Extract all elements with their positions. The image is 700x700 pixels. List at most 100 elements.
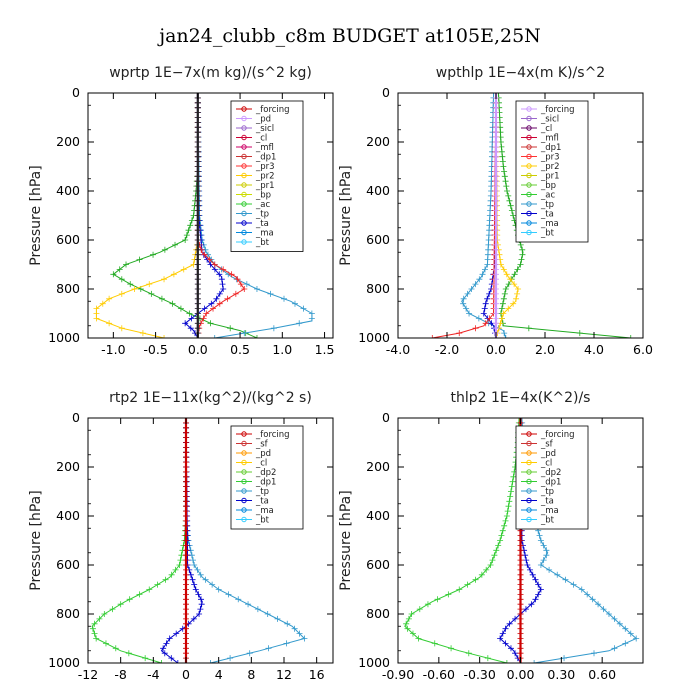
data-point: [291, 300, 298, 307]
data-point: [206, 256, 213, 263]
data-point: [116, 266, 123, 273]
legend-swatch-marker: [241, 172, 247, 179]
data-point: [622, 625, 629, 632]
legend-entry: _dp2: [540, 468, 561, 478]
data-point: [445, 591, 452, 598]
data-point: [507, 488, 514, 495]
legend-entry: _forcing: [540, 430, 575, 440]
data-point: [517, 241, 524, 248]
data-point: [168, 571, 175, 578]
data-point: [296, 630, 303, 637]
data-point: [480, 310, 487, 317]
data-point: [510, 300, 517, 307]
data-point: [101, 611, 108, 617]
data-point: [162, 576, 169, 583]
legend-entry: _sf: [255, 440, 269, 450]
data-point: [503, 271, 510, 278]
data-point: [139, 330, 146, 337]
y-tick-label: 400: [366, 183, 390, 198]
legend: _forcing_pd_sicl_cl_mfl_dp1_pr3_pr2_pr1_…: [230, 100, 304, 252]
data-point: [499, 158, 506, 165]
data-point: [431, 640, 438, 647]
data-point: [197, 571, 204, 578]
data-point: [202, 576, 209, 583]
data-point: [486, 315, 493, 322]
data-point: [158, 295, 165, 302]
data-point: [172, 241, 179, 248]
legend-entry: _ta: [255, 219, 269, 229]
data-point: [301, 635, 308, 642]
data-point: [503, 183, 510, 190]
data-point: [163, 640, 170, 647]
data-point: [190, 557, 197, 564]
x-tick-label: 0.30: [547, 667, 575, 682]
data-point: [498, 148, 505, 155]
legend-entry: _ac: [540, 191, 555, 201]
series-line-dp1: [197, 93, 246, 338]
data-point: [96, 615, 103, 622]
legend-swatch-marker: [526, 469, 532, 475]
data-point: [505, 281, 512, 288]
legend-swatch-marker: [241, 153, 247, 160]
x-tick-label: -1.0: [101, 342, 125, 357]
legend-entry: _dp1: [255, 153, 276, 163]
data-point: [523, 557, 530, 564]
data-point: [198, 596, 205, 603]
y-axis-label: Pressure [hPa]: [338, 165, 354, 265]
data-point: [478, 571, 485, 578]
data-point: [215, 586, 222, 593]
data-point: [472, 576, 479, 583]
y-tick-label: 1000: [358, 655, 390, 670]
data-point: [589, 596, 596, 603]
data-point: [232, 290, 239, 297]
data-point: [499, 527, 506, 534]
data-point: [532, 596, 539, 603]
y-tick-label: 1000: [48, 655, 80, 670]
data-point: [91, 620, 98, 627]
legend-entry: _ta: [540, 497, 554, 507]
data-point: [291, 625, 298, 632]
panel-title: rtp2 1E−11x(kg^2)/(kg^2 s): [109, 390, 312, 406]
data-point: [207, 320, 214, 327]
legend-swatch-marker: [526, 516, 532, 523]
data-point: [109, 606, 116, 613]
data-point: [154, 581, 161, 588]
data-point: [499, 153, 506, 160]
data-point: [296, 320, 303, 327]
y-tick-label: 800: [366, 281, 390, 296]
data-point: [535, 591, 542, 598]
data-point: [505, 503, 512, 510]
data-point: [448, 645, 455, 652]
data-point: [177, 557, 184, 564]
legend-swatch-marker: [241, 440, 247, 447]
data-point: [605, 611, 612, 617]
data-point: [537, 562, 544, 568]
chart-panel-2: wpthlp 1E−4x(m K)/s^2 Pressure [hPa] 0 200 4…: [338, 65, 653, 357]
data-point: [627, 630, 634, 637]
legend-swatch-marker: [241, 497, 247, 504]
data-point: [245, 601, 252, 608]
data-point: [535, 581, 542, 588]
legend-swatch-marker: [241, 478, 247, 485]
data-point: [546, 566, 553, 573]
data-point: [126, 596, 133, 603]
data-point: [136, 591, 143, 598]
x-tick-label: -4: [147, 667, 160, 682]
data-point: [502, 178, 509, 185]
data-point: [491, 552, 498, 559]
data-point: [216, 300, 223, 307]
data-point: [499, 300, 506, 307]
data-point: [173, 630, 180, 637]
data-point: [512, 650, 519, 657]
data-point: [517, 261, 524, 268]
data-point: [160, 645, 167, 652]
data-point: [501, 168, 508, 175]
data-point: [146, 281, 153, 288]
data-point: [554, 571, 561, 578]
legend-entry: _dp1: [540, 143, 561, 153]
y-tick-label: 600: [56, 557, 80, 572]
data-point: [522, 606, 529, 613]
data-point: [224, 295, 231, 302]
data-point: [209, 581, 216, 588]
